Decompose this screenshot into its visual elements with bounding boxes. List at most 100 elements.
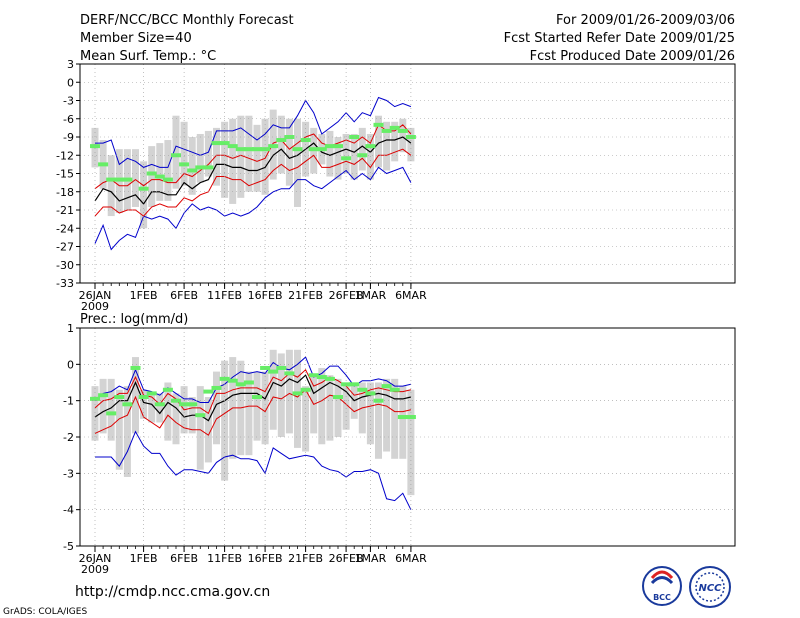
prec-spread-bar [383,378,391,452]
prec-spread-bar [172,393,180,445]
prec-observed-mark [90,396,100,401]
temp-spread-bar [237,115,245,198]
temp-observed-mark [252,147,262,152]
prec-spread-bar [294,349,301,448]
prec-observed-mark [276,365,287,370]
temp-ytick-label: 0 [67,76,74,89]
temp-observed-mark [98,162,109,167]
prec-observed-mark [405,415,416,420]
header-title: DERF/NCC/BCC Monthly Forecast [80,13,294,28]
temp-xtick-label: 26JAN [79,289,112,302]
temp-x-year-label: 2009 [81,300,109,313]
temp-spread-bar [221,121,229,198]
prec-spread-bar [326,375,334,441]
prec-observed-mark [187,402,198,407]
prec-observed-mark [300,387,311,392]
prec-spread-bar [213,371,220,445]
footer-url[interactable]: http://cmdp.ncc.cma.gov.cn [75,584,270,600]
prec-observed-mark [397,415,408,420]
temp-ytick-label: -15 [56,168,74,181]
header-period: For 2009/01/26-2009/03/06 [556,13,735,28]
prec-spread-bar [366,382,374,445]
prec-observed-mark [195,413,206,418]
temperature-axes: 3 0 -3 -6 -9 -12 -15 -18 -21 -24 -27 -30 -33 26JAN 1FE… [56,58,736,313]
temp-ytick-label: 3 [67,58,74,71]
temp-ytick-label: -21 [56,204,74,217]
temp-spread-bar [358,127,366,171]
prec-observed-mark [324,376,335,381]
temp-observed-mark [260,147,271,152]
temp-spread-bar [391,121,399,162]
temp-observed-mark [316,147,327,152]
prec-x-year-label: 2009 [81,563,109,576]
prec-xtick-label: 11FEB [207,552,242,565]
prec-ytick-label: 0 [67,358,74,371]
prec-observed-mark [162,387,173,392]
prec-ytick-label: -5 [63,540,74,553]
temp-xtick-label: 1FEB [130,289,158,302]
prec-observed-mark [316,375,327,380]
prec-observed-mark [154,402,165,407]
prec-spread-bar [107,378,115,441]
prec-ytick-label: -2 [63,431,74,444]
prec-spread-bar [164,382,172,441]
header-started-date: Fcst Started Refer Date 2009/01/25 [504,31,735,46]
prec-spread-bar [342,386,350,430]
temp-spread-bar [326,130,334,177]
prec-spread-bar [285,349,293,434]
prec-observed-mark [146,391,157,396]
temp-xtick-label: 1MAR [355,289,387,302]
temp-xtick-label: 21FEB [288,289,323,302]
prec-ytick-label: -4 [63,504,74,517]
prec-spread-bar [91,386,99,441]
temp-ytick-label: -12 [56,149,74,162]
prec-observed-mark [268,369,279,374]
prec-spread-bar [277,353,285,437]
temp-observed-mark [187,168,198,173]
temp-observed-mark [397,128,408,133]
temp-spread-bar [188,137,196,195]
temp-ytick-label: -33 [56,277,74,290]
prec-line-lower-outer [95,430,412,510]
temp-observed-mark [324,144,335,149]
prec-observed-mark [211,385,222,390]
prec-observed-mark [106,411,117,416]
temp-xtick-label: 6MAR [395,289,427,302]
temp-spread-bar [156,143,164,201]
temp-ytick-label: -3 [63,95,74,108]
temperature-spread-bars [91,109,415,229]
header-variable: Mean Surf. Temp.: °C [80,49,216,64]
temp-observed-mark [235,147,246,152]
temp-spread-bar [342,133,350,174]
temp-observed-mark [162,177,173,182]
temp-observed-mark [308,147,319,152]
prec-line-mean [94,374,412,422]
prec-observed-mark [381,384,392,389]
temp-observed-mark [146,171,157,176]
temp-line-upper-inner [94,124,412,190]
prec-spread-bar [123,386,131,477]
temp-line-mean [94,136,412,205]
prec-observed-mark [260,365,271,370]
prec-spread-bar [261,371,269,445]
prec-ytick-label: -1 [63,395,74,408]
prec-observed-mark [203,389,214,394]
temp-spread-bar [229,118,237,204]
temp-line-lower-inner [94,148,412,217]
prec-spread-bar [318,367,326,445]
temp-spread-bar [253,124,261,192]
temp-observed-mark [106,177,117,182]
prec-xtick-label: 1MAR [355,552,387,565]
bcc-logo-text: BCC [653,593,671,602]
prec-observed-mark [252,395,262,400]
temp-xtick-label: 16FEB [248,289,283,302]
prec-spread-bar [132,357,139,434]
temperature-panel: 3 0 -3 -6 -9 -12 -15 -18 -21 -24 -27 -30 -33 26JAN 1FE… [56,58,736,313]
prec-observed-mark [373,398,384,403]
prec-spread-bar [196,386,204,470]
temp-spread-bar [164,140,172,201]
temp-observed-mark [341,156,352,161]
prec-spread-bar [334,378,342,437]
temp-observed-mark [195,165,206,170]
ncc-logo-text: NCC [698,583,722,594]
